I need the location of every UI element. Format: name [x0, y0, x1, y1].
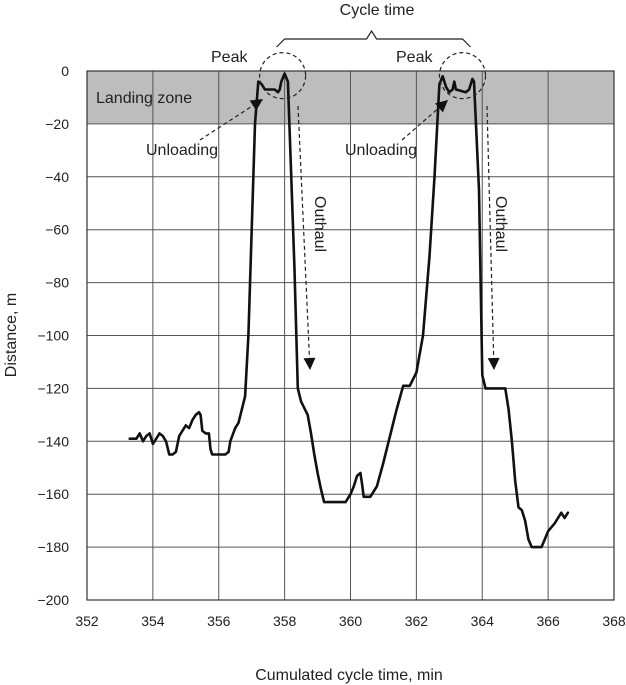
- y-tick-label-6: −120: [37, 380, 69, 396]
- unloading-label-1: Unloading: [146, 142, 218, 159]
- y-tick-label-1: −20: [45, 116, 69, 132]
- y-tick-label-8: −160: [37, 486, 69, 502]
- x-tick-label-6: 364: [471, 613, 495, 629]
- peak-label-1: Peak: [211, 49, 248, 66]
- y-axis-label: Distance, m: [3, 293, 20, 377]
- x-tick-label-3: 358: [273, 613, 297, 629]
- outhaul-arrow-1-head: [303, 357, 316, 370]
- outhaul-arrow-2-shaft: [486, 105, 495, 371]
- x-tick-label-5: 362: [405, 613, 429, 629]
- y-tick-label-10: −200: [37, 592, 69, 608]
- peak-circle-1: [259, 52, 307, 100]
- annotation-layer: Landing zone Cycle time Peak Peak Unload…: [96, 2, 509, 371]
- x-tick-label-0: 352: [75, 613, 99, 629]
- peak-circle-2: [438, 52, 487, 100]
- series-layer: [128, 72, 570, 549]
- outhaul-arrow-2-head: [487, 357, 500, 370]
- outhaul-label-2: Outhaul: [492, 196, 509, 252]
- y-tick-label-9: −180: [37, 539, 69, 555]
- plot-frame: [86, 70, 615, 601]
- series-line-0: [128, 72, 570, 549]
- landing-zone-label: Landing zone: [96, 90, 192, 107]
- outhaul-label-1: Outhaul: [311, 196, 328, 252]
- x-tick-label-4: 360: [339, 613, 363, 629]
- x-tick-label-7: 366: [536, 613, 560, 629]
- y-tick-label-3: −60: [45, 222, 69, 238]
- unloading-arrow-1-shaft: [199, 98, 264, 141]
- peak-label-2: Peak: [396, 49, 433, 66]
- y-tick-label-4: −80: [45, 275, 69, 291]
- cycle-time-bracket: [276, 29, 471, 48]
- y-tick-label-5: −100: [37, 328, 69, 344]
- unloading-arrow-2-head: [435, 100, 448, 113]
- unloading-label-2: Unloading: [345, 142, 417, 159]
- x-axis-label: Cumulated cycle time, min: [255, 667, 443, 684]
- unloading-arrow-1-head: [249, 99, 263, 111]
- x-tick-label-2: 356: [207, 613, 231, 629]
- y-tick-label-0: 0: [61, 63, 69, 79]
- cycle-time-label: Cycle time: [340, 2, 415, 19]
- x-tick-label-1: 354: [141, 613, 165, 629]
- outhaul-arrow-1-shaft: [297, 105, 311, 371]
- tick-label-layer: 352 354 356 358 360 362 364 366 368 0 −20 −40 −60 −80…: [37, 63, 625, 629]
- x-tick-label-8: 368: [602, 613, 626, 629]
- y-tick-label-7: −140: [37, 433, 69, 449]
- axis-label-layer: Cumulated cycle time, min Distance, m: [3, 293, 443, 684]
- y-tick-label-2: −40: [45, 169, 69, 185]
